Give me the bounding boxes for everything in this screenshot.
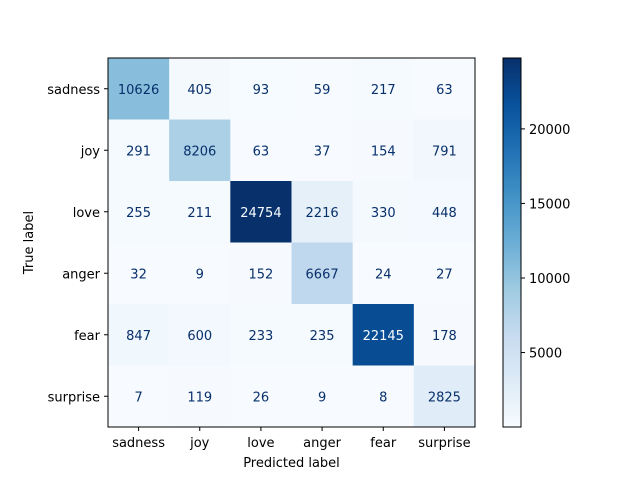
y-axis-label: True label (22, 211, 37, 275)
x-axis-label: Predicted label (243, 456, 340, 471)
y-tick-label: anger (62, 267, 100, 282)
colorbar-ticks: 5000 10000 15000 20000 (521, 123, 570, 362)
cell-value-label: 178 (432, 329, 457, 344)
colorbar (502, 57, 522, 428)
colorbar-tick-label: 5000 (529, 347, 562, 362)
heatmap-cell (230, 181, 292, 243)
heatmap-cell (108, 119, 170, 182)
y-tick-label: sadness (47, 83, 100, 98)
cell-value-label: 10626 (118, 83, 159, 98)
heatmap-cell-labels: 10626 405 93 59 217 63 291 8206 63 37 154 791 255 211… (118, 83, 461, 406)
heatmap-cell (352, 119, 415, 182)
heatmap-cell (413, 365, 476, 428)
cell-value-label: 6667 (306, 267, 339, 282)
heatmap-cell (413, 181, 476, 243)
x-tick-label: joy (189, 436, 210, 451)
heatmap-cell (291, 242, 354, 305)
x-tick-label: anger (303, 436, 341, 451)
heatmap-cell (291, 181, 354, 243)
cell-value-label: 791 (432, 144, 457, 159)
heatmap-cell (413, 242, 476, 305)
x-tick-label: fear (370, 436, 397, 451)
heatmap-cell (413, 304, 476, 366)
colorbar-tick-label: 15000 (529, 197, 570, 212)
heatmap-cell (169, 58, 231, 120)
heatmap-cells (108, 58, 476, 428)
cell-value-label: 235 (310, 329, 335, 344)
cell-value-label: 2216 (306, 206, 339, 221)
cell-value-label: 154 (371, 144, 396, 159)
cell-value-label: 32 (130, 267, 147, 282)
cell-value-label: 152 (249, 267, 274, 282)
y-tick-label: joy (80, 144, 101, 159)
y-tick-label: love (73, 206, 100, 221)
heatmap-cell (108, 304, 170, 366)
x-axis-ticks: sadness joy love anger fear surprise (112, 427, 471, 451)
heatmap-cell (108, 365, 170, 428)
cell-value-label: 37 (314, 144, 331, 159)
cell-value-label: 63 (253, 144, 270, 159)
cell-value-label: 448 (432, 206, 457, 221)
cell-value-label: 7 (134, 390, 142, 405)
heatmap-cell (108, 242, 170, 305)
heatmap-cell (352, 58, 415, 120)
x-tick-label: love (247, 436, 274, 451)
y-tick-label: fear (74, 329, 101, 344)
heatmap-cell (413, 58, 476, 120)
heatmap-cell (230, 365, 292, 428)
heatmap-cell (352, 181, 415, 243)
colorbar-tick-label: 20000 (529, 123, 570, 138)
x-tick-label: sadness (112, 436, 165, 451)
cell-value-label: 63 (436, 83, 453, 98)
y-tick-label: surprise (48, 390, 100, 405)
heatmap-cell (169, 119, 231, 182)
cell-value-label: 2825 (428, 390, 461, 405)
heatmap-cell (108, 58, 170, 120)
cell-value-label: 847 (126, 329, 151, 344)
heatmap-cell (230, 58, 292, 120)
heatmap-cell (352, 304, 415, 366)
y-axis-ticks: sadness joy love anger fear surprise (47, 83, 108, 405)
cell-value-label: 27 (436, 267, 453, 282)
cell-value-label: 233 (249, 329, 274, 344)
plot-frame (107, 57, 476, 428)
heatmap-cell (169, 365, 231, 428)
cell-value-label: 9 (196, 267, 204, 282)
heatmap-cell (169, 242, 231, 305)
cell-value-label: 24 (375, 267, 392, 282)
x-tick-label: surprise (418, 436, 470, 451)
heatmap-cell (291, 365, 354, 428)
cell-value-label: 330 (371, 206, 396, 221)
cell-value-label: 24754 (240, 206, 281, 221)
heatmap-cell (169, 304, 231, 366)
heatmap-cell (352, 242, 415, 305)
cell-value-label: 217 (371, 83, 396, 98)
cell-value-label: 291 (126, 144, 151, 159)
cell-value-label: 405 (187, 83, 212, 98)
heatmap-cell (413, 119, 476, 182)
cell-value-label: 119 (187, 390, 212, 405)
heatmap-cell (291, 304, 354, 366)
heatmap-cell (230, 119, 292, 182)
heatmap-cell (291, 58, 354, 120)
cell-value-label: 600 (187, 329, 212, 344)
cell-value-label: 255 (126, 206, 151, 221)
cell-value-label: 211 (187, 206, 212, 221)
heatmap-cell (230, 304, 292, 366)
cell-value-label: 93 (253, 83, 270, 98)
cell-value-label: 59 (314, 83, 331, 98)
cell-value-label: 8 (379, 390, 387, 405)
heatmap-cell (352, 365, 415, 428)
cell-value-label: 9 (318, 390, 326, 405)
heatmap-cell (169, 181, 231, 243)
heatmap-cell (291, 119, 354, 182)
heatmap-cell (230, 242, 292, 305)
cell-value-label: 22145 (363, 329, 404, 344)
cell-value-label: 26 (253, 390, 270, 405)
heatmap-cell (108, 181, 170, 243)
colorbar-tick-label: 10000 (529, 272, 570, 287)
cell-value-label: 8206 (183, 144, 216, 159)
